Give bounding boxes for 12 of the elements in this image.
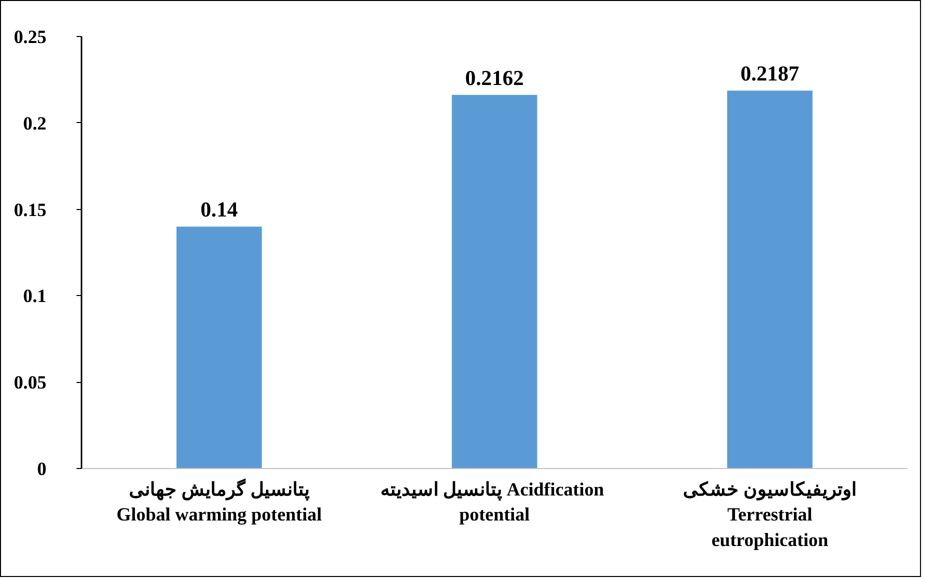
bar	[452, 94, 538, 468]
y-tick-label: 0.1	[23, 286, 47, 308]
y-tick-label: 0.15	[14, 200, 47, 221]
bar	[176, 226, 262, 468]
y-tick-label: 0.05	[14, 372, 47, 394]
data-label: 0.2162	[465, 66, 524, 90]
data-label: 0.14	[200, 198, 238, 222]
y-tick-label: 0	[37, 459, 46, 480]
data-label: 0.2187	[740, 62, 800, 86]
y-tick-label: 0.2	[23, 113, 47, 134]
bar	[727, 90, 813, 468]
y-tick-label: 0.25	[14, 27, 47, 48]
